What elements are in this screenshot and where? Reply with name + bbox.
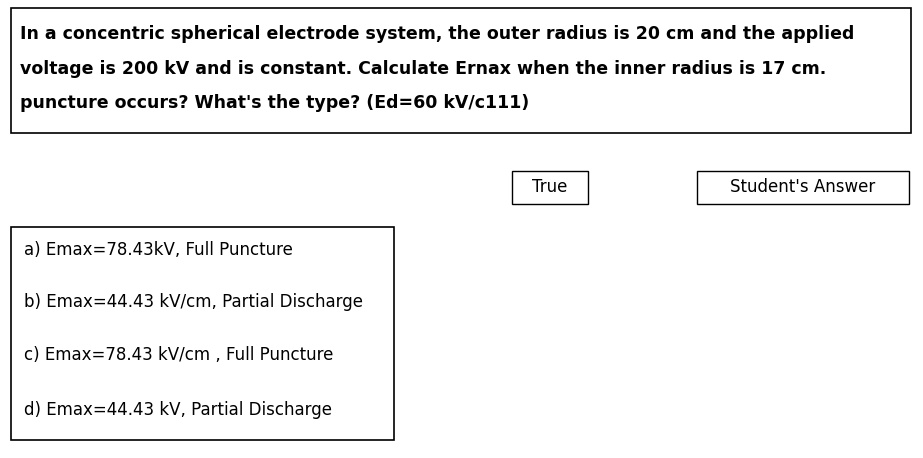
FancyBboxPatch shape [11,227,394,440]
Text: d) Emax=44.43 kV, Partial Discharge: d) Emax=44.43 kV, Partial Discharge [24,401,332,419]
Text: a) Emax=78.43kV, Full Puncture: a) Emax=78.43kV, Full Puncture [24,240,293,259]
FancyBboxPatch shape [697,171,909,204]
Text: In a concentric spherical electrode system, the outer radius is 20 cm and the ap: In a concentric spherical electrode syst… [20,25,855,43]
Text: Student's Answer: Student's Answer [730,178,876,196]
Text: c) Emax=78.43 kV/cm , Full Puncture: c) Emax=78.43 kV/cm , Full Puncture [24,346,333,364]
Text: True: True [533,178,568,196]
Text: puncture occurs? What's the type? (Ed=60 kV/c111): puncture occurs? What's the type? (Ed=60… [20,94,530,112]
Text: voltage is 200 kV and is constant. Calculate Ernax when the inner radius is 17 c: voltage is 200 kV and is constant. Calcu… [20,60,827,77]
FancyBboxPatch shape [512,171,588,204]
Text: b) Emax=44.43 kV/cm, Partial Discharge: b) Emax=44.43 kV/cm, Partial Discharge [24,293,363,311]
FancyBboxPatch shape [11,8,911,133]
